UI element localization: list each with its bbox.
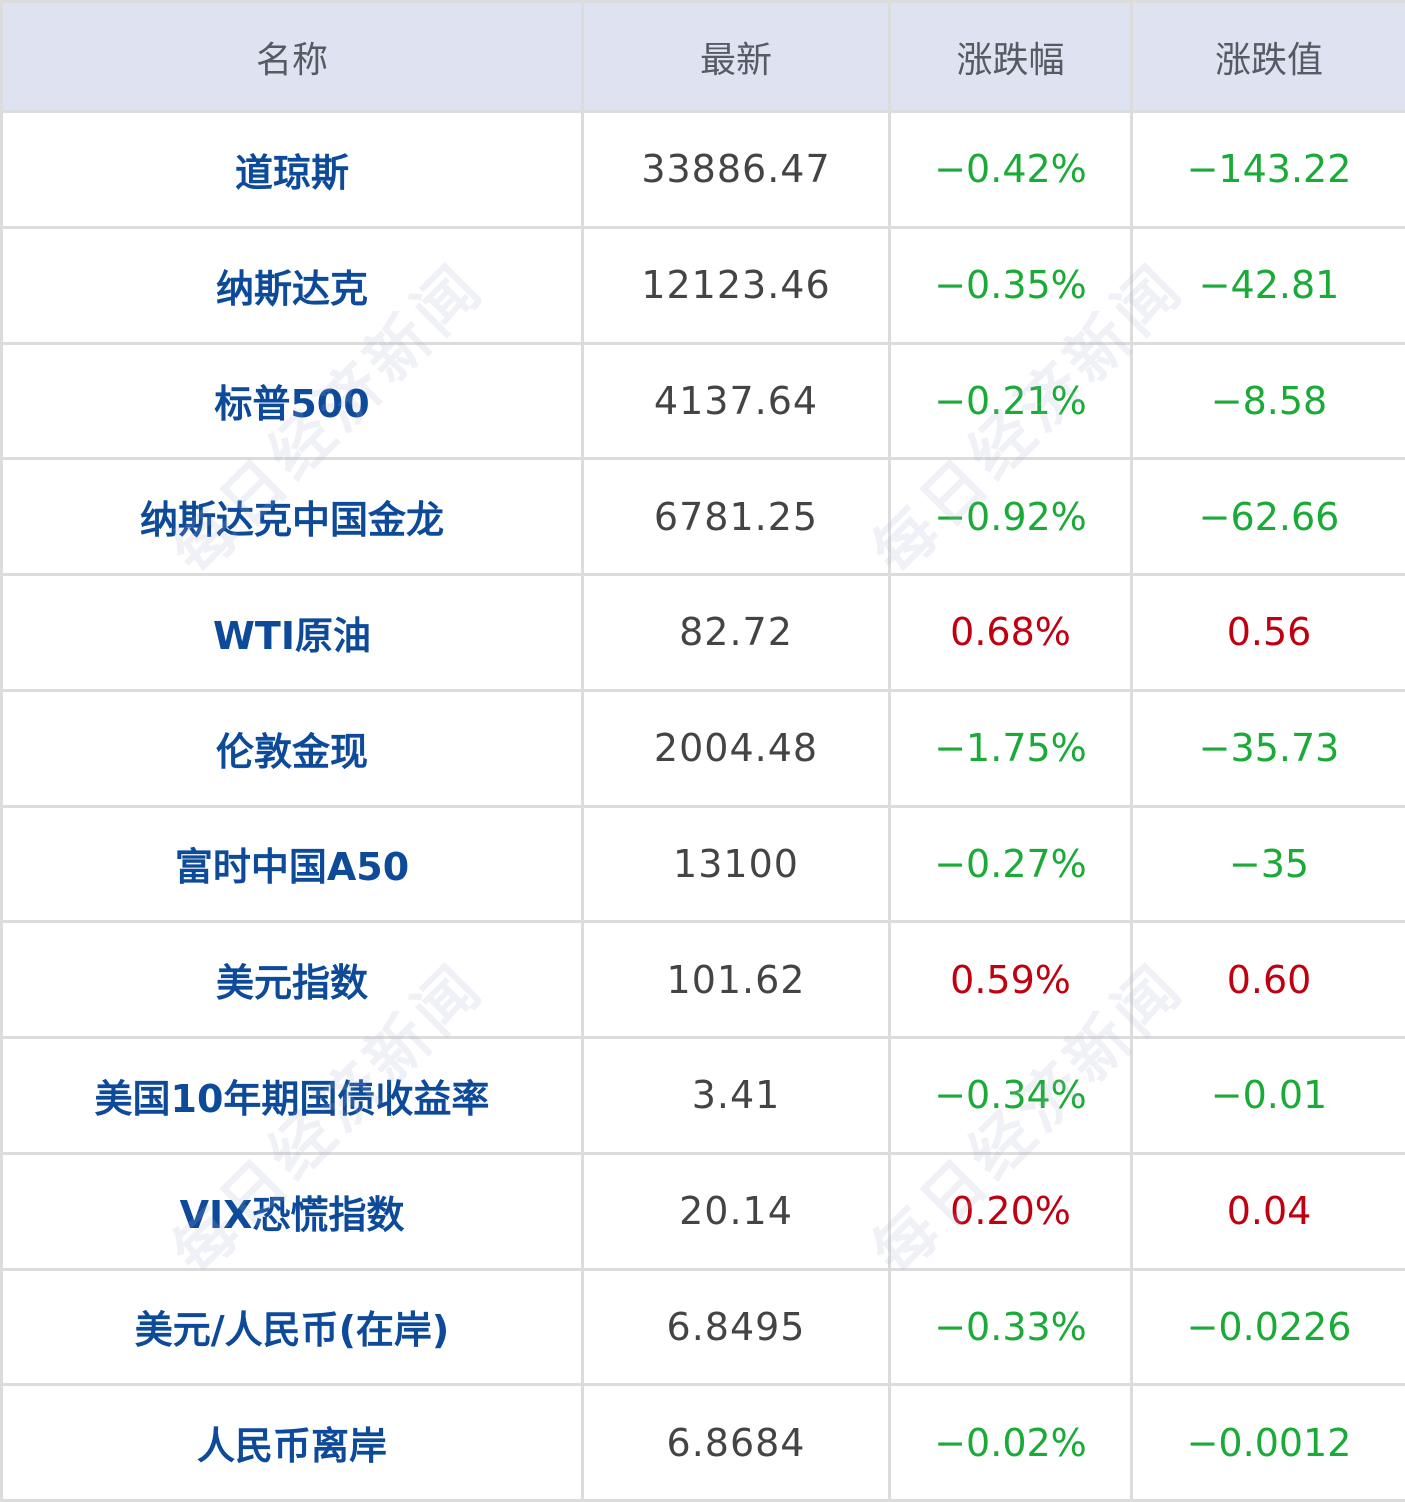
cell-change-percent: −0.35% <box>888 225 1133 345</box>
cell-change-value: −42.81 <box>1130 225 1405 345</box>
cell-name: 伦敦金现 <box>0 688 584 808</box>
cell-latest: 33886.47 <box>581 110 891 229</box>
cell-latest: 12123.46 <box>581 225 891 345</box>
cell-change-percent: 0.20% <box>888 1151 1133 1271</box>
table-header: 名称 最新 涨跌幅 涨跌值 <box>0 0 1405 113</box>
cell-change-percent: −0.34% <box>888 1036 1133 1155</box>
cell-change-percent: −0.92% <box>888 457 1133 576</box>
table-row: 纳斯达克 12123.46 −0.35% −42.81 <box>0 225 1405 345</box>
cell-change-percent: −0.21% <box>888 341 1133 461</box>
cell-latest: 6.8495 <box>581 1267 891 1387</box>
table-body: 道琼斯 33886.47 −0.42% −143.22 纳斯达克 12123.46 −0.3… <box>0 110 1405 1502</box>
cell-latest: 82.72 <box>581 573 891 692</box>
table-row: VIX恐慌指数 20.14 0.20% 0.04 <box>0 1151 1405 1271</box>
cell-change-value: 0.04 <box>1130 1151 1405 1271</box>
cell-change-percent: −0.02% <box>888 1383 1133 1502</box>
cell-latest: 101.62 <box>581 920 891 1039</box>
cell-name: 美元指数 <box>0 920 584 1039</box>
cell-change-value: −35 <box>1130 804 1405 924</box>
cell-latest: 6.8684 <box>581 1383 891 1502</box>
cell-latest: 3.41 <box>581 1036 891 1155</box>
cell-change-percent: 0.68% <box>888 573 1133 692</box>
table-row: 美元/人民币(在岸) 6.8495 −0.33% −0.0226 <box>0 1267 1405 1387</box>
cell-change-percent: −0.33% <box>888 1267 1133 1387</box>
cell-change-value: −0.0012 <box>1130 1383 1405 1502</box>
cell-change-value: −35.73 <box>1130 688 1405 808</box>
cell-name: 道琼斯 <box>0 110 584 229</box>
header-change-percent: 涨跌幅 <box>888 0 1133 113</box>
cell-change-percent: −1.75% <box>888 688 1133 808</box>
cell-change-value: −62.66 <box>1130 457 1405 576</box>
cell-latest: 6781.25 <box>581 457 891 576</box>
cell-change-value: −143.22 <box>1130 110 1405 229</box>
cell-name: VIX恐慌指数 <box>0 1151 584 1271</box>
table-row: 人民币离岸 6.8684 −0.02% −0.0012 <box>0 1383 1405 1502</box>
cell-change-percent: −0.42% <box>888 110 1133 229</box>
header-latest: 最新 <box>581 0 891 113</box>
cell-name: WTI原油 <box>0 573 584 692</box>
table-row: 伦敦金现 2004.48 −1.75% −35.73 <box>0 688 1405 808</box>
cell-change-value: 0.56 <box>1130 573 1405 692</box>
cell-latest: 4137.64 <box>581 341 891 461</box>
cell-change-value: −0.0226 <box>1130 1267 1405 1387</box>
table-row: 道琼斯 33886.47 −0.42% −143.22 <box>0 110 1405 229</box>
cell-name: 美国10年期国债收益率 <box>0 1036 584 1155</box>
table-row: 美元指数 101.62 0.59% 0.60 <box>0 920 1405 1039</box>
header-change-value: 涨跌值 <box>1130 0 1405 113</box>
cell-latest: 13100 <box>581 804 891 924</box>
table-row: 富时中国A50 13100 −0.27% −35 <box>0 804 1405 924</box>
cell-name: 标普500 <box>0 341 584 461</box>
cell-change-value: 0.60 <box>1130 920 1405 1039</box>
cell-change-percent: −0.27% <box>888 804 1133 924</box>
cell-latest: 20.14 <box>581 1151 891 1271</box>
table-row: 美国10年期国债收益率 3.41 −0.34% −0.01 <box>0 1036 1405 1155</box>
cell-latest: 2004.48 <box>581 688 891 808</box>
table-row: WTI原油 82.72 0.68% 0.56 <box>0 573 1405 692</box>
cell-change-value: −8.58 <box>1130 341 1405 461</box>
table-row: 标普500 4137.64 −0.21% −8.58 <box>0 341 1405 461</box>
cell-change-percent: 0.59% <box>888 920 1133 1039</box>
cell-name: 纳斯达克 <box>0 225 584 345</box>
cell-name: 纳斯达克中国金龙 <box>0 457 584 576</box>
cell-name: 富时中国A50 <box>0 804 584 924</box>
cell-name: 美元/人民币(在岸) <box>0 1267 584 1387</box>
cell-change-value: −0.01 <box>1130 1036 1405 1155</box>
header-name: 名称 <box>0 0 584 113</box>
cell-name: 人民币离岸 <box>0 1383 584 1502</box>
table-row: 纳斯达克中国金龙 6781.25 −0.92% −62.66 <box>0 457 1405 576</box>
